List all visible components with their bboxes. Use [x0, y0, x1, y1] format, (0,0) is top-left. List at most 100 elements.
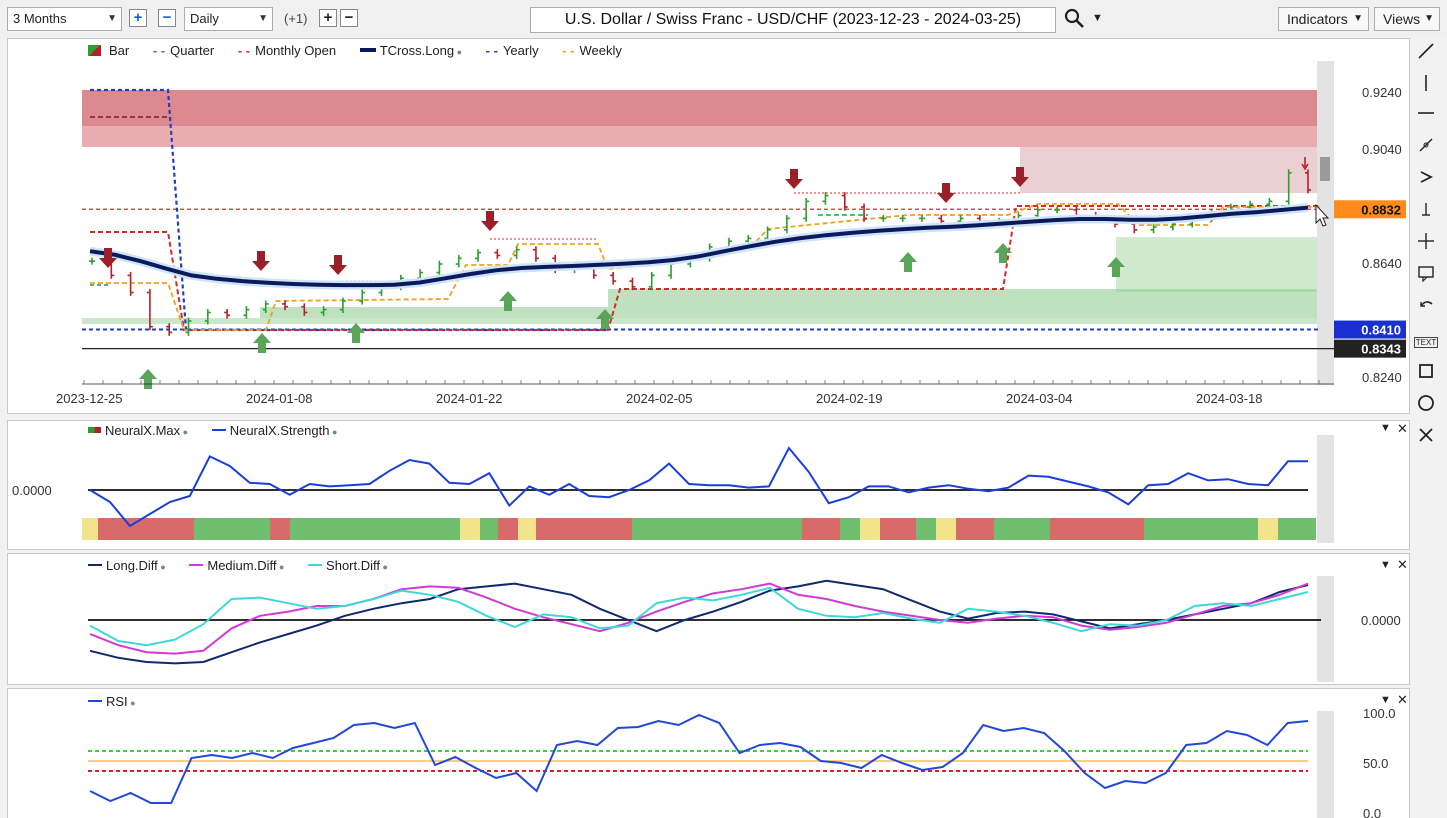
legend-weekly[interactable]: - - Weekly	[562, 43, 622, 58]
rsi-pane[interactable]: 100.0 50.0 0.0 RSI ● ▼ ✕	[7, 688, 1410, 818]
x-tick-label: 2023-12-25	[56, 391, 123, 406]
fib-tool-icon[interactable]	[1413, 200, 1439, 226]
settings-dot-icon[interactable]: ●	[127, 698, 136, 708]
vertical-line-tool-icon[interactable]	[1413, 74, 1439, 100]
pane-menu-chevron-icon[interactable]: ▼	[1380, 559, 1391, 571]
search-icon[interactable]	[1064, 8, 1086, 33]
search-menu-chevron-icon[interactable]: ▼	[1092, 12, 1103, 24]
regime-block	[518, 518, 536, 540]
zoom-in-button[interactable]: +	[129, 9, 147, 27]
diff-line-medium-diff	[89, 582, 1309, 655]
crosshair-tool-icon[interactable]	[1413, 232, 1439, 258]
legend-rsi-label: RSI	[106, 694, 128, 709]
support-zone-base	[82, 318, 1334, 324]
x-tick-label: 2024-01-22	[436, 391, 503, 406]
settings-dot-icon[interactable]: ●	[157, 562, 166, 572]
chart-title-field[interactable]: U.S. Dollar / Swiss Franc - USD/CHF (202…	[530, 7, 1056, 33]
regime-block	[1258, 518, 1278, 540]
price-tag	[1334, 200, 1406, 219]
legend-long-diff[interactable]: Long.Diff ●	[88, 558, 166, 573]
y-tick-label: 0.9240	[1362, 85, 1402, 100]
regime-block	[290, 518, 460, 540]
legend-bar[interactable]: Bar	[88, 43, 129, 58]
interval-select[interactable]: Daily ▼	[184, 7, 273, 31]
offset-plus-button[interactable]: +	[319, 9, 337, 27]
x-tick-label: 2024-03-18	[1196, 391, 1263, 406]
ellipse-tool-icon[interactable]	[1413, 394, 1439, 420]
x-tick-label: 2024-02-05	[626, 391, 693, 406]
offset-minus-button[interactable]: −	[340, 9, 358, 27]
price-tag	[1334, 320, 1406, 339]
legend-yearly[interactable]: - - Yearly	[486, 43, 539, 58]
regime-block	[994, 518, 1050, 540]
settings-dot-icon[interactable]: ●	[380, 562, 388, 572]
settings-dot-icon[interactable]: ●	[276, 562, 285, 572]
rsi-chart[interactable]: 100.0 50.0 0.0	[8, 689, 1410, 818]
delete-drawing-icon[interactable]	[1413, 426, 1439, 452]
legend-long-diff-label: Long.Diff	[106, 558, 158, 573]
neuralx-strength-swatch-icon	[211, 429, 226, 431]
tcross-line	[89, 205, 1309, 288]
price-pane[interactable]: 0.9240 0.9040 0.8640 0.8240 0.8832 0.8410 0.83…	[7, 38, 1410, 414]
chevron-down-icon: ▼	[107, 13, 117, 24]
price-tag	[1334, 339, 1406, 358]
rectangle-tool-icon[interactable]	[1413, 362, 1439, 388]
neuralx-pane[interactable]: 0.0000 NeuralX.Max ● NeuralX.Strength ● …	[7, 420, 1410, 550]
settings-dot-icon[interactable]: ●	[180, 427, 189, 437]
undo-tool-icon[interactable]	[1413, 296, 1439, 322]
zoom-out-button[interactable]: −	[158, 9, 176, 27]
arrow-tool-icon[interactable]	[1413, 168, 1439, 194]
range-select[interactable]: 3 Months ▼	[7, 7, 122, 31]
legend-neuralx-max[interactable]: NeuralX.Max ●	[88, 423, 188, 438]
legend-short-diff[interactable]: Short.Diff ●	[308, 558, 388, 573]
diff-line-short-diff	[89, 586, 1309, 647]
diff-pane[interactable]: 0.0000 Long.Diff ● Medium.Diff ● Short.D…	[7, 553, 1410, 685]
horizontal-line-tool-icon[interactable]	[1413, 104, 1439, 130]
buy-signal-arrow-icon	[899, 252, 917, 272]
long-diff-swatch-icon	[88, 564, 102, 566]
indicators-button[interactable]: Indicators ▼	[1278, 7, 1369, 31]
regime-block	[936, 518, 956, 540]
buy-signal-arrow-icon	[253, 333, 271, 353]
settings-dot-icon[interactable]: ●	[454, 47, 463, 57]
neuralx-strength-line	[89, 446, 1308, 528]
diff-chart[interactable]: 0.0000	[8, 554, 1410, 685]
sell-signal-arrow-icon	[252, 251, 270, 271]
weekly-swatch-icon: - -	[562, 43, 575, 58]
pane-close-icon[interactable]: ✕	[1397, 692, 1408, 707]
short-diff-swatch-icon	[308, 564, 323, 566]
legend-medium-diff-label: Medium.Diff	[207, 558, 277, 573]
rsi-swatch-icon	[88, 700, 102, 702]
y-tick-label: 0.9040	[1362, 142, 1402, 157]
quarter-swatch-icon: - -	[152, 43, 166, 58]
regime-block	[880, 518, 916, 540]
resistance-zone	[82, 90, 1334, 147]
legend-tcross[interactable]: TCross.Long ●	[359, 43, 463, 58]
settings-dot-icon[interactable]: ●	[329, 427, 338, 437]
callout-tool-icon[interactable]	[1413, 264, 1439, 290]
diff-scrollbar	[1317, 576, 1334, 682]
pen-tool-icon[interactable]	[1413, 136, 1439, 162]
trend-line-tool-icon[interactable]	[1413, 42, 1439, 68]
y-tick-label: 100.0	[1363, 706, 1396, 721]
pane-menu-chevron-icon[interactable]: ▼	[1380, 694, 1391, 706]
text-tool-icon[interactable]: TEXT	[1413, 337, 1439, 348]
buy-signal-arrow-icon	[347, 323, 365, 343]
legend-medium-diff[interactable]: Medium.Diff ●	[189, 558, 284, 573]
legend-monthly-open[interactable]: - - Monthly Open	[238, 43, 336, 58]
regime-block	[1050, 518, 1144, 540]
regime-block	[860, 518, 880, 540]
neuralx-chart[interactable]: 0.0000	[8, 421, 1410, 550]
pane-close-icon[interactable]: ✕	[1397, 557, 1408, 572]
regime-block	[82, 518, 98, 540]
y-tick-label: 0.8240	[1362, 370, 1402, 385]
legend-tcross-label: TCross.Long	[379, 43, 455, 58]
views-button[interactable]: Views ▼	[1374, 7, 1440, 31]
price-chart[interactable]: 0.9240 0.9040 0.8640 0.8240 0.8832 0.8410 0.83…	[8, 39, 1410, 414]
pane-close-icon[interactable]: ✕	[1397, 421, 1408, 436]
legend-quarter[interactable]: - - Quarter	[153, 43, 214, 58]
legend-rsi[interactable]: RSI ●	[88, 694, 136, 709]
legend-neuralx-strength[interactable]: NeuralX.Strength ●	[211, 423, 338, 438]
chevron-down-icon: ▼	[1424, 13, 1434, 24]
pane-menu-chevron-icon[interactable]: ▼	[1380, 422, 1391, 434]
